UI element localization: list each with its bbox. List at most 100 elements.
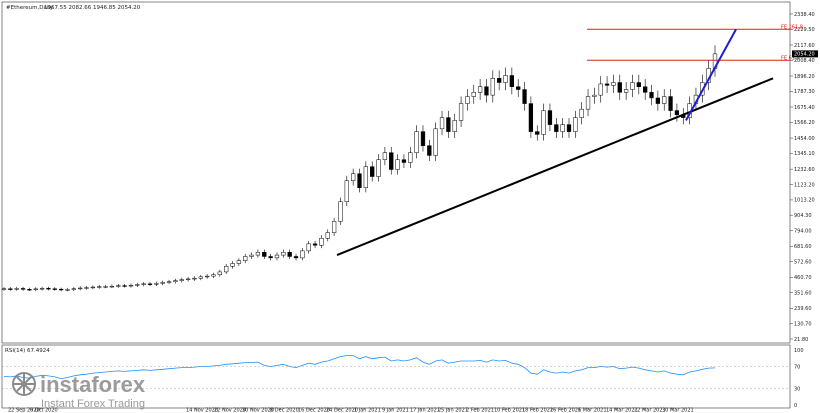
candle-body: [331, 221, 337, 233]
x-tick-label: 30 Mar 2021: [662, 408, 694, 413]
y-tick-label: 681.60: [794, 244, 812, 250]
candle-body: [503, 75, 508, 83]
candle-body: [465, 96, 470, 104]
y-tick-label: 239.60: [794, 306, 812, 312]
x-tick-label: 24 Dec 2020: [326, 408, 358, 413]
candle-body: [281, 252, 286, 256]
y-tick-label: 2008.40: [794, 58, 815, 64]
candlestick-series: [1, 45, 718, 292]
y-tick-label: 1896.20: [794, 74, 815, 80]
candle-body: [598, 83, 603, 96]
y-tick-label: 1013.20: [794, 198, 815, 204]
instaforex-logo-icon: [12, 372, 36, 396]
y-tick-label: 572.60: [794, 260, 812, 266]
candle-body: [185, 278, 191, 280]
candle-body: [427, 145, 432, 156]
candle-body: [236, 260, 242, 264]
candle-body: [166, 281, 172, 283]
candle-body: [560, 124, 565, 132]
candle-body: [617, 82, 622, 93]
candle-body: [623, 89, 629, 93]
candle-body: [389, 152, 394, 170]
candle-body: [611, 82, 616, 86]
support-trendline: [336, 77, 774, 257]
y-tick-label: 1345.10: [794, 151, 815, 157]
x-tick-label: 16 Dec 2020: [298, 408, 330, 413]
x-tick-label: 22 Mar 2021: [634, 408, 666, 413]
chart-ohlc-label: 1967.55 2082.66 1946.85 2054.20: [44, 5, 141, 11]
candle-body: [439, 117, 445, 130]
candle-body: [128, 284, 134, 287]
rsi-line: [3, 355, 716, 380]
x-tick-label: 8 Dec 2020: [270, 408, 299, 413]
candle-body: [408, 152, 413, 163]
candle-body: [643, 86, 648, 93]
x-tick-label: 6 Mar 2021: [578, 408, 607, 413]
candle-body: [122, 285, 127, 287]
candle-body: [319, 237, 324, 246]
x-tick-label: 1 Jan 2021: [354, 408, 381, 413]
candle-body: [8, 288, 13, 290]
candle-body: [325, 232, 330, 239]
fib-levels: FE 161.8 FE 61.8: [587, 24, 803, 61]
candle-body: [376, 159, 381, 177]
candle-body: [1, 288, 7, 290]
candle-body: [604, 83, 610, 86]
candle-body: [205, 275, 210, 278]
x-tick-label: 22 Nov 2020: [214, 408, 246, 413]
candle-body: [630, 82, 635, 90]
candle-body: [20, 288, 26, 290]
candle-body: [522, 89, 527, 104]
candle-body: [509, 75, 514, 87]
candle-body: [554, 124, 559, 132]
candle-body: [90, 286, 96, 289]
candle-body: [306, 243, 311, 252]
candle-body: [649, 92, 654, 99]
x-tick-label: 6 Oct 2020: [30, 408, 58, 413]
candle-body: [268, 256, 273, 259]
candle-body: [71, 288, 76, 290]
main-plot-area: [1, 1, 791, 344]
candle-body: [351, 173, 356, 181]
candle-body: [103, 286, 108, 288]
y-tick-label: 2338.40: [794, 12, 815, 18]
y-tick-label: 794.00: [794, 228, 812, 234]
rsi-plot-area: [1, 344, 791, 409]
y-tick-label: 1675.40: [794, 105, 815, 111]
candle-body: [192, 277, 197, 280]
fib-label: FE 61.8: [781, 55, 800, 61]
y-tick-label: 351.60: [794, 291, 812, 297]
candle-body: [274, 254, 280, 259]
candle-body: [344, 180, 349, 203]
candle-body: [458, 103, 464, 121]
candle-body: [84, 287, 89, 289]
candle-body: [147, 283, 153, 285]
candle-body: [33, 288, 38, 290]
projection-line: [685, 28, 737, 121]
candle-body: [573, 117, 578, 132]
candle-body: [452, 120, 457, 132]
y-tick-label: 1566.20: [794, 120, 815, 126]
x-tick-label: 2 Feb 2021: [466, 408, 494, 413]
candle-body: [293, 256, 299, 259]
candle-body: [541, 110, 546, 135]
candle-body: [65, 289, 70, 291]
candle-body: [535, 131, 540, 135]
candle-body: [287, 252, 292, 257]
y-tick-label: 130.70: [794, 322, 812, 328]
y-tick-label: 21.80: [794, 337, 808, 343]
candle-body: [401, 159, 407, 163]
candle-body: [592, 94, 597, 97]
candle-body: [230, 263, 235, 267]
y-axis: 2338.40 2229.50 2117.60 2008.40 1896.20 1787.…: [790, 12, 815, 343]
x-tick-label: 26 Feb 2021: [550, 408, 581, 413]
candle-body: [154, 283, 159, 285]
brand-name: instaforex: [40, 372, 146, 397]
x-tick-label: 14 Mar 2021: [606, 408, 638, 413]
candle-body: [446, 117, 451, 132]
candle-body: [477, 86, 483, 93]
candle-body: [255, 252, 261, 256]
fib-label: FE 161.8: [781, 24, 803, 30]
candle-body: [382, 152, 388, 160]
